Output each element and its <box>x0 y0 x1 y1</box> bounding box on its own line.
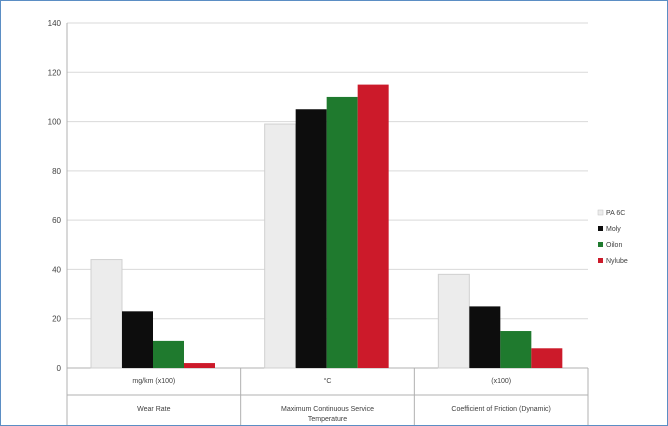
category-unit-label: (x100) <box>491 378 511 385</box>
y-tick-label: 60 <box>52 216 61 225</box>
y-tick-label: 40 <box>52 265 61 274</box>
bar-oilon <box>153 340 184 368</box>
category-name-label: Maximum Continuous Service <box>281 406 374 413</box>
y-tick-label: 20 <box>52 315 61 324</box>
category-name-label: Wear Rate <box>137 406 170 413</box>
legend-swatch-pa-6c <box>597 209 604 216</box>
bar-moly <box>469 306 501 368</box>
legend-swatch-moly <box>598 226 603 231</box>
category-name-label: Coefficient of Friction (Dynamic) <box>451 406 550 413</box>
bar-oilon <box>500 331 532 368</box>
legend-label: Oilon <box>606 242 622 249</box>
y-tick-label: 0 <box>57 364 62 373</box>
legend-label: Moly <box>606 226 621 233</box>
legend-label: PA 6C <box>606 210 625 217</box>
x-axis-category-labels: mg/km (x100) Wear Rate °C Maximum Continuou… <box>132 377 550 423</box>
bar-moly <box>122 311 153 368</box>
bar-oilon <box>326 96 358 368</box>
axes <box>66 23 589 425</box>
bar-pa-6c <box>437 273 470 369</box>
category-unit-label: °C <box>324 377 332 385</box>
legend: PA 6C Moly Oilon Nylube <box>597 209 628 265</box>
legend-swatch-oilon <box>598 242 603 247</box>
y-axis-tick-labels: 0 20 40 60 80 100 120 140 <box>48 19 62 373</box>
y-tick-label: 100 <box>48 118 62 127</box>
y-tick-label: 80 <box>52 167 61 176</box>
bar-moly <box>295 109 327 368</box>
bar-pa-6c <box>264 123 297 369</box>
y-tick-label: 120 <box>48 68 62 77</box>
bar-nylube <box>531 348 563 368</box>
category-name-label: Temperature <box>308 416 347 423</box>
bar-pa-6c <box>90 259 123 369</box>
bar-nylube <box>357 84 389 368</box>
bar-nylube <box>184 363 215 368</box>
legend-label: Nylube <box>606 258 628 265</box>
legend-swatch-nylube <box>598 258 603 263</box>
bars <box>90 84 563 369</box>
category-unit-label: mg/km (x100) <box>132 378 175 385</box>
y-tick-label: 140 <box>48 19 62 28</box>
